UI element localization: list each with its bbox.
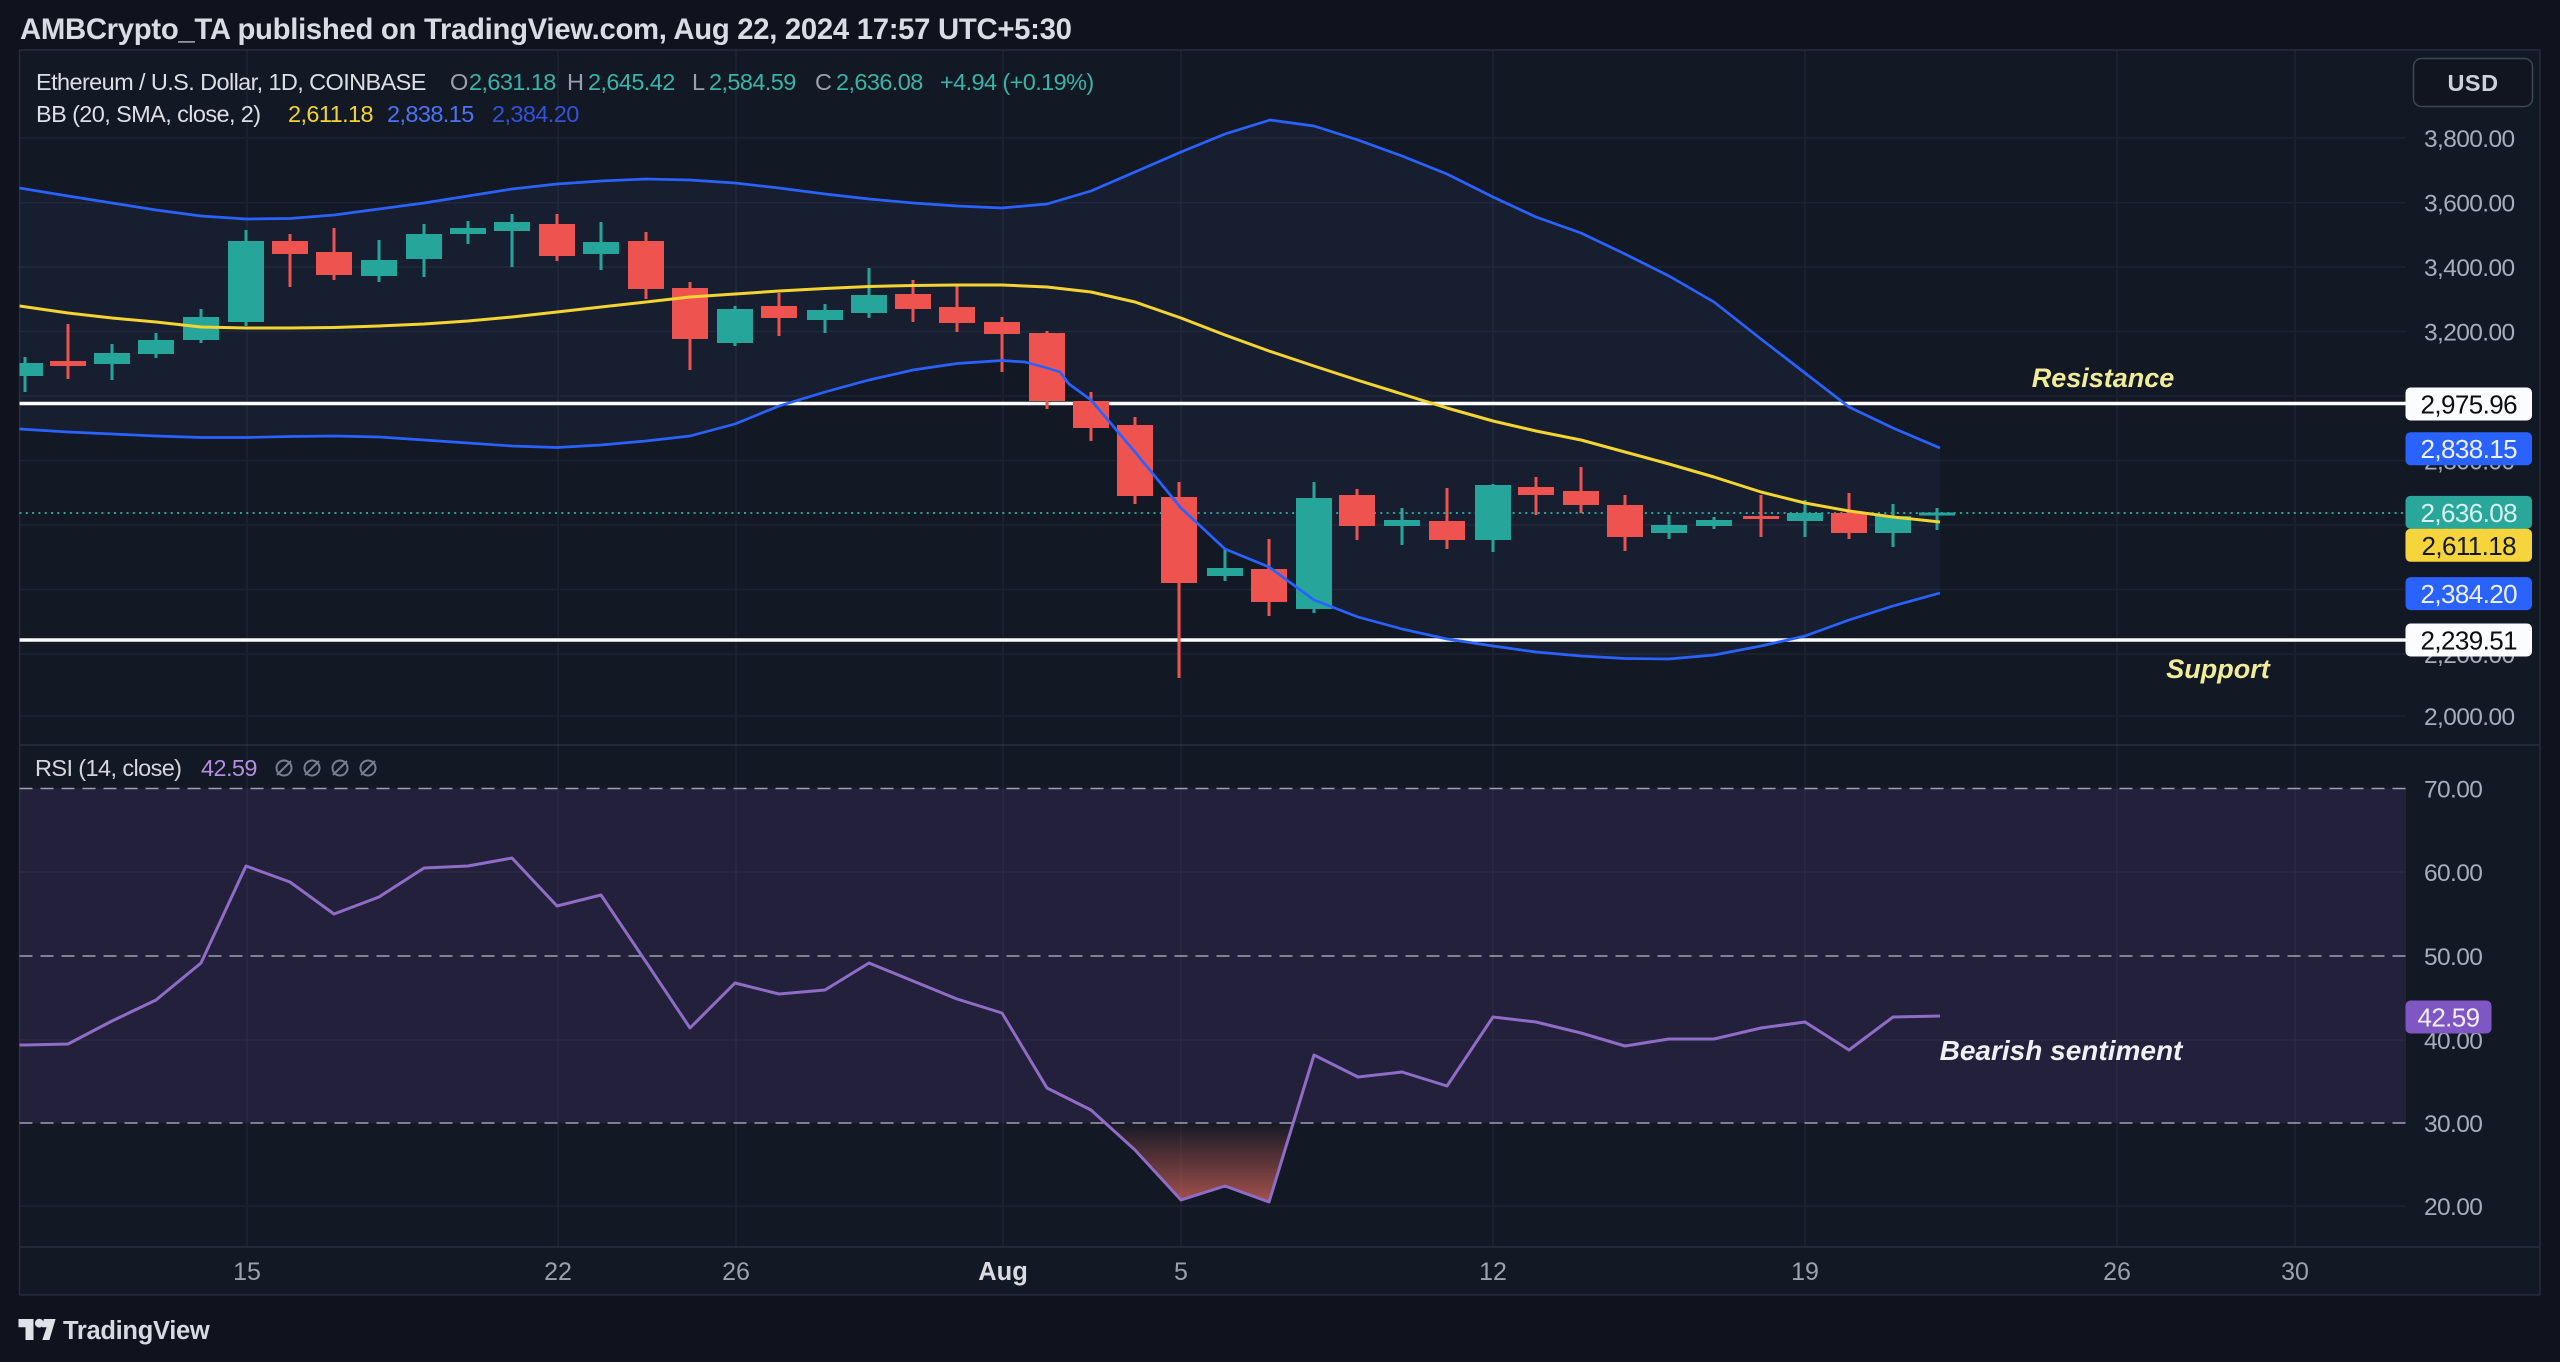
svg-text:2,645.42: 2,645.42	[588, 69, 675, 95]
svg-text:Resistance: Resistance	[2032, 363, 2175, 393]
svg-text:RSI (14, close): RSI (14, close)	[35, 755, 181, 781]
svg-text:30: 30	[2281, 1258, 2309, 1286]
svg-text:26: 26	[2103, 1258, 2131, 1286]
svg-text:2,975.96: 2,975.96	[2421, 390, 2518, 420]
svg-text:2,000.00: 2,000.00	[2424, 704, 2515, 731]
svg-text:2,838.15: 2,838.15	[2421, 434, 2518, 464]
svg-text:50.00: 50.00	[2424, 944, 2482, 971]
svg-text:15: 15	[233, 1258, 261, 1286]
svg-text:22: 22	[544, 1258, 572, 1286]
svg-text:L: L	[692, 69, 705, 95]
svg-text:3,600.00: 3,600.00	[2424, 191, 2515, 218]
svg-text:3,200.00: 3,200.00	[2424, 320, 2515, 347]
svg-text:19: 19	[1791, 1258, 1819, 1286]
svg-text:20.00: 20.00	[2424, 1194, 2482, 1221]
svg-text:2,631.18: 2,631.18	[469, 69, 556, 95]
svg-text:26: 26	[722, 1258, 750, 1286]
svg-text:H: H	[567, 69, 583, 95]
svg-text:2,584.59: 2,584.59	[709, 69, 796, 95]
svg-text:3,800.00: 3,800.00	[2424, 126, 2515, 153]
svg-text:AMBCrypto_TA published on Trad: AMBCrypto_TA published on TradingView.co…	[20, 13, 1072, 46]
svg-text:+4.94 (+0.19%): +4.94 (+0.19%)	[940, 69, 1094, 95]
svg-text:2,611.18: 2,611.18	[2422, 531, 2517, 561]
svg-text:Support: Support	[2166, 654, 2270, 684]
svg-text:BB (20, SMA, close, 2): BB (20, SMA, close, 2)	[36, 101, 261, 127]
svg-text:5: 5	[1174, 1258, 1188, 1286]
svg-text:30.00: 30.00	[2424, 1111, 2482, 1138]
svg-text:Ethereum / U.S. Dollar, 1D, CO: Ethereum / U.S. Dollar, 1D, COINBASE	[36, 69, 426, 95]
svg-text:2,384.20: 2,384.20	[492, 101, 579, 127]
svg-text:2,838.15: 2,838.15	[387, 101, 474, 127]
svg-text:TradingView: TradingView	[63, 1317, 210, 1345]
svg-text:Bearish sentiment: Bearish sentiment	[1940, 1035, 2184, 1066]
svg-text:O: O	[450, 69, 468, 95]
svg-text:Aug: Aug	[978, 1258, 1028, 1286]
svg-text:2,636.08: 2,636.08	[2421, 498, 2518, 528]
svg-text:2,239.51: 2,239.51	[2421, 626, 2518, 656]
svg-text:3,400.00: 3,400.00	[2424, 255, 2515, 282]
svg-text:USD: USD	[2447, 70, 2498, 96]
svg-text:12: 12	[1479, 1258, 1507, 1286]
svg-text:C: C	[815, 69, 832, 95]
svg-text:2,384.20: 2,384.20	[2421, 579, 2518, 609]
svg-text:42.59: 42.59	[2417, 1003, 2479, 1033]
svg-text:2,611.18: 2,611.18	[288, 101, 373, 127]
svg-text:70.00: 70.00	[2424, 777, 2482, 804]
svg-text:2,636.08: 2,636.08	[836, 69, 923, 95]
svg-text:60.00: 60.00	[2424, 860, 2482, 887]
svg-text:42.59: 42.59	[201, 755, 257, 781]
